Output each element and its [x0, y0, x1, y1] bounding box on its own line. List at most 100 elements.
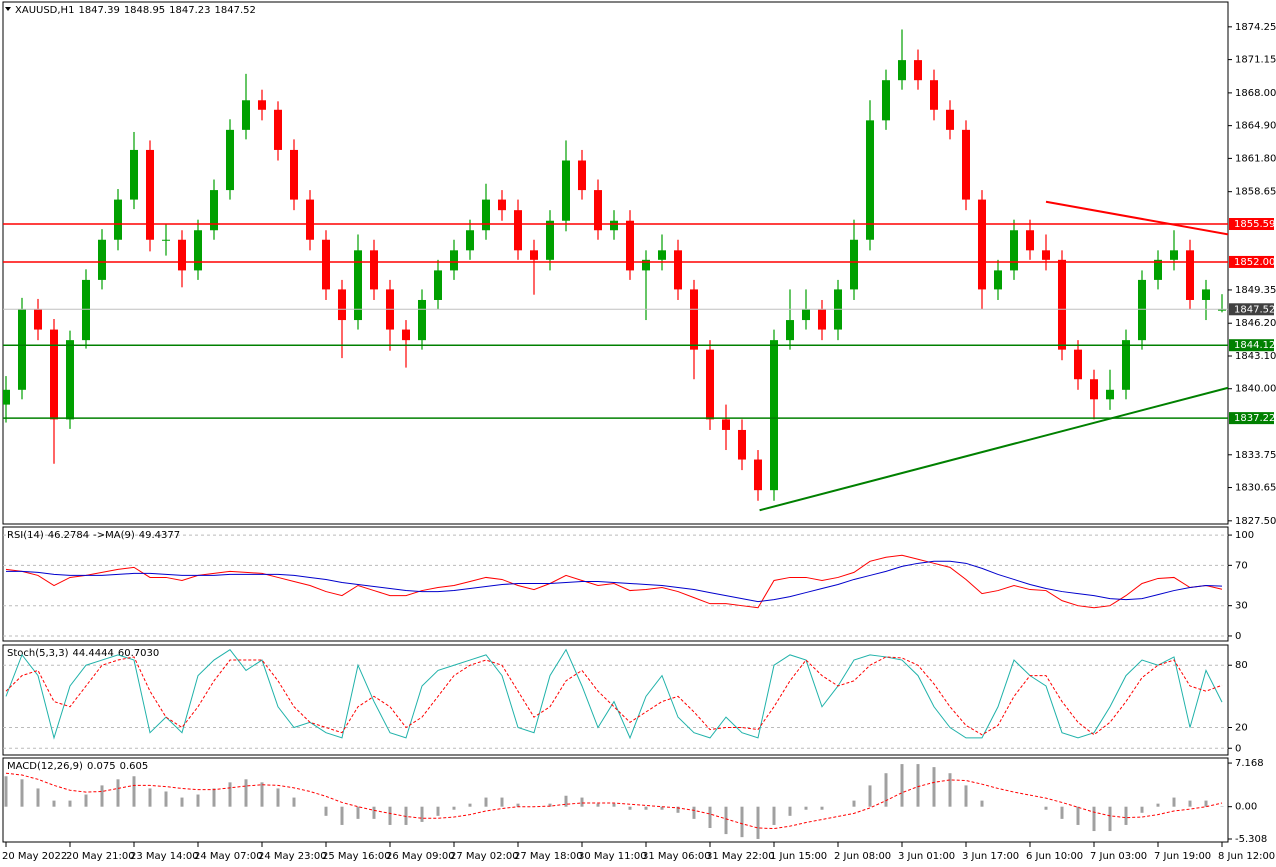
candle-body [1154, 259, 1162, 280]
candle-body [1202, 289, 1210, 300]
candle-body [434, 270, 442, 300]
candle-body [322, 239, 330, 290]
candle-body [82, 279, 90, 341]
y-tick-label: 1868.00 [1235, 88, 1276, 99]
candle-body [914, 60, 922, 81]
candle-body [498, 199, 506, 211]
candle-body [754, 459, 762, 491]
x-tick-label: 7 Jun 03:00 [1090, 851, 1147, 862]
y-tick-label: 1830.65 [1235, 483, 1276, 494]
panel-legend: XAUUSD,H1 1847.39 1848.95 1847.23 1847.52 [15, 5, 256, 16]
y-tick-label: 30 [1235, 601, 1248, 612]
candle-body [818, 309, 826, 330]
indicator-line [5, 648, 1223, 740]
candle-body [946, 109, 954, 130]
candle-body [882, 80, 890, 121]
x-tick-label: 24 May 23:00 [258, 851, 327, 862]
candle-body [770, 340, 778, 491]
y-tick-label: -5.308 [1235, 834, 1267, 845]
candle-body [466, 230, 474, 251]
candle-body [1186, 250, 1194, 300]
candle-body [1106, 389, 1114, 400]
y-tick-label: 1864.90 [1235, 121, 1276, 132]
x-tick-label: 1 Jun 15:00 [770, 851, 827, 862]
plot-area [3, 29, 1228, 512]
candle-body [1090, 379, 1098, 400]
candle-body [1218, 309, 1226, 311]
candle-body [114, 199, 122, 240]
legend-item: 46.2784 [48, 530, 89, 541]
candle-body [530, 250, 538, 260]
candle-body [34, 309, 42, 330]
candle-body [642, 259, 650, 271]
x-tick-label: 27 May 02:00 [450, 851, 519, 862]
level-tag [1229, 339, 1274, 352]
candle-body [706, 349, 714, 420]
legend-item: 0.075 [87, 761, 116, 772]
price-label: 1847.52 [1234, 304, 1275, 315]
candle-body [930, 80, 938, 110]
legend-item: 49.4377 [139, 530, 180, 541]
candle-body [274, 109, 282, 150]
legend-item: 0.605 [120, 761, 149, 772]
level-label: 1837.22 [1234, 413, 1275, 424]
indicator-line [5, 554, 1223, 609]
y-tick-label: 7.168 [1235, 758, 1264, 769]
x-tick-label: 31 May 06:00 [642, 851, 711, 862]
panel-legend: Stoch(5,3,3) 44.4444 60.7030 [7, 648, 159, 659]
y-tick-label: 1871.15 [1235, 55, 1276, 66]
y-tick-label: 80 [1235, 660, 1248, 671]
x-tick-label: 20 May 2022 [2, 851, 67, 862]
x-tick-label: 30 May 11:00 [578, 851, 647, 862]
candle-body [994, 270, 1002, 290]
panel-legend: RSI(14) 46.2784 ->MA(9) 49.4377 [7, 530, 180, 541]
candle-body [3, 389, 10, 405]
y-tick-label: 70 [1235, 560, 1248, 571]
candle-body [866, 120, 874, 240]
y-tick-label: 1849.35 [1235, 285, 1276, 296]
candle-body [722, 419, 730, 430]
x-tick-label: 8 Jun 12:00 [1218, 851, 1275, 862]
candle-body [210, 190, 218, 231]
dropdown-icon[interactable] [5, 7, 11, 11]
candle-body [226, 129, 234, 191]
candle-body [738, 429, 746, 460]
level-label: 1852.00 [1234, 257, 1275, 268]
candle-body [514, 210, 522, 251]
candle-body [786, 320, 794, 341]
candle-body [130, 149, 138, 200]
legend-item: 44.4444 [72, 648, 113, 659]
y-tick-label: 100 [1235, 530, 1254, 541]
x-tick-label: 23 May 14:00 [130, 851, 199, 862]
legend-item: Stoch(5,3,3) [7, 648, 69, 659]
candle-body [610, 220, 618, 231]
y-tick-label: 1840.00 [1235, 384, 1276, 395]
indicator-line [5, 656, 1223, 736]
level-tag [1229, 218, 1274, 231]
panel-frame [2, 526, 1229, 642]
legend-item: ->MA(9) [93, 530, 135, 541]
candle-body [1138, 279, 1146, 341]
panel-frame [2, 644, 1229, 756]
candle-body [802, 309, 810, 321]
legend-item: 1847.39 [78, 5, 119, 16]
y-tick-label: 1858.65 [1235, 187, 1276, 198]
legend-item: XAUUSD,H1 [15, 5, 74, 16]
y-tick-label: 1846.20 [1235, 318, 1276, 329]
candle-body [66, 340, 74, 420]
candle-body [1010, 230, 1018, 271]
candle-body [258, 100, 266, 110]
x-tick-label: 2 Jun 08:00 [834, 851, 891, 862]
candle-body [690, 289, 698, 350]
price-tag [1229, 303, 1274, 316]
x-tick-label: 6 Jun 10:00 [1026, 851, 1083, 862]
candle-body [306, 199, 314, 240]
x-tick-label: 31 May 22:00 [706, 851, 775, 862]
panel-frame [2, 757, 1229, 843]
candle-body [626, 220, 634, 271]
y-tick-label: 1874.25 [1235, 22, 1276, 33]
candle-body [402, 329, 410, 341]
x-tick-label: 24 May 07:00 [194, 851, 263, 862]
candle-body [1170, 250, 1178, 260]
